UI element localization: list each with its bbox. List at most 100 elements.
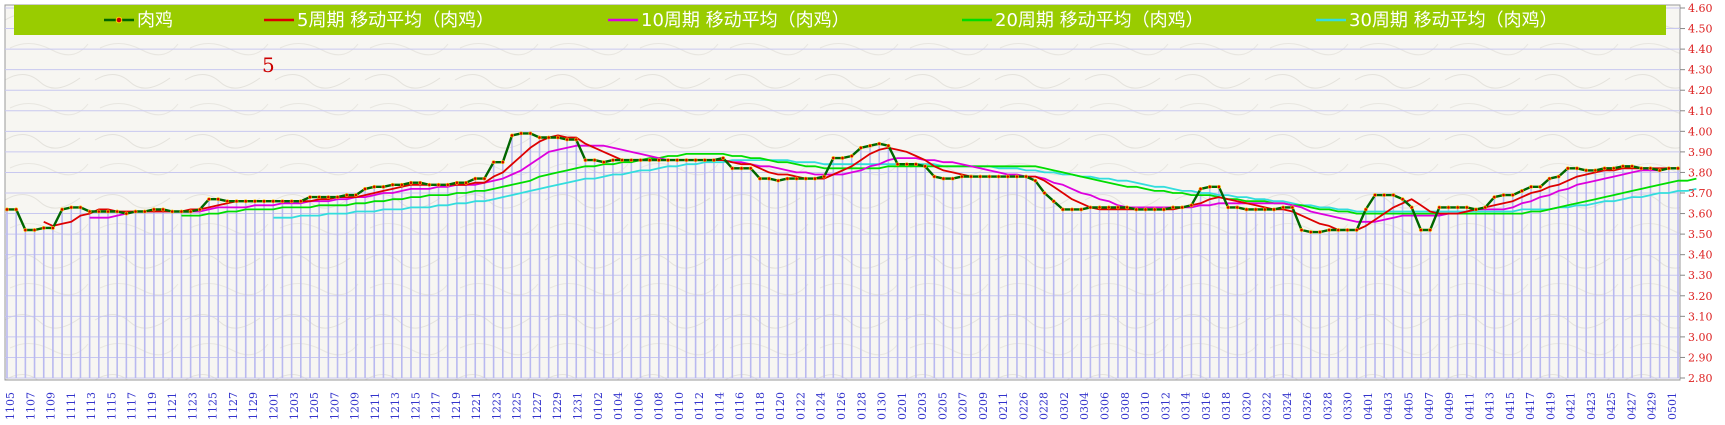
x-tick-label: 1211 (369, 392, 382, 420)
data-point (179, 209, 184, 214)
x-tick-label: 0126 (835, 392, 848, 420)
x-tick-label: 1209 (349, 392, 362, 420)
x-tick-label: 0415 (1504, 392, 1517, 420)
y-tick-label: 4.50 (1688, 23, 1713, 36)
data-point (1575, 166, 1579, 171)
x-tick-label: 1127 (227, 392, 240, 420)
data-point (1639, 166, 1644, 171)
x-tick-label: 0316 (1200, 392, 1213, 420)
data-point (776, 178, 781, 183)
data-point (1529, 184, 1533, 189)
x-tick-label: 0108 (653, 392, 666, 420)
data-point (161, 207, 165, 212)
x-tick-label: 0322 (1261, 392, 1274, 420)
data-point (895, 162, 900, 167)
data-point (877, 141, 882, 146)
data-point (491, 160, 496, 165)
data-point (133, 209, 138, 214)
x-tick-label: 0326 (1301, 392, 1314, 420)
data-point (950, 176, 955, 181)
data-point (197, 207, 202, 212)
data-point (1060, 207, 1065, 212)
data-point (454, 180, 459, 185)
x-tick-label: 1129 (247, 392, 260, 420)
data-point (1290, 205, 1295, 210)
y-tick-label: 3.30 (1688, 269, 1713, 282)
data-point (23, 228, 28, 232)
data-point (262, 199, 266, 204)
data-point (1171, 205, 1175, 210)
x-tick-label: 0413 (1484, 392, 1497, 420)
x-tick-label: 0328 (1321, 392, 1334, 420)
data-point (1134, 207, 1139, 212)
data-point (1152, 207, 1157, 212)
legend-label: 30周期 移动平均（肉鸡） (1349, 10, 1558, 31)
data-point (1336, 228, 1341, 232)
data-point (1510, 193, 1515, 197)
data-point (1042, 191, 1047, 195)
legend: 肉鸡 5周期 移动平均（肉鸡） 10周期 移动平均（肉鸡） 20周期 移动平均（肉鸡）… (14, 5, 1666, 35)
x-tick-label: 0306 (1099, 392, 1112, 420)
x-tick-label: 1215 (409, 392, 422, 420)
data-point (1648, 166, 1653, 171)
data-point (675, 158, 680, 163)
data-point (978, 174, 983, 179)
data-point (822, 174, 827, 179)
x-tick-label: 0411 (1463, 392, 1476, 420)
data-point (620, 158, 625, 163)
data-point (1455, 205, 1460, 210)
x-tick-label: 0417 (1524, 392, 1537, 420)
x-tick-label: 0116 (734, 392, 747, 420)
data-point (1299, 228, 1304, 232)
data-point (124, 211, 129, 216)
data-point (1446, 205, 1451, 210)
data-point (1015, 174, 1019, 179)
data-point (188, 209, 193, 214)
data-point (464, 180, 468, 185)
data-point (1419, 228, 1423, 232)
data-point (1492, 195, 1497, 200)
data-point (399, 182, 404, 187)
data-point (656, 158, 661, 163)
data-point (1666, 166, 1671, 171)
data-point (1253, 207, 1258, 212)
data-point (1657, 168, 1662, 173)
y-tick-label: 3.10 (1688, 310, 1713, 323)
y-tick-label: 3.00 (1688, 331, 1713, 344)
x-tick-label: 1105 (4, 392, 17, 420)
data-point (555, 135, 560, 140)
x-tick-label: 0405 (1403, 392, 1416, 420)
data-point (519, 131, 524, 136)
data-point (1262, 207, 1267, 212)
data-point (1565, 166, 1570, 171)
data-point (1373, 193, 1377, 197)
data-point (1033, 178, 1038, 183)
y-tick-label: 4.20 (1688, 84, 1713, 97)
x-tick-label: 0205 (936, 392, 949, 420)
data-point (611, 158, 615, 163)
data-point (216, 197, 221, 202)
data-point (748, 166, 753, 171)
x-tick-label: 0403 (1382, 392, 1395, 420)
data-point (767, 176, 771, 181)
data-point (904, 162, 909, 167)
data-point (5, 207, 9, 212)
data-point (739, 166, 744, 171)
data-point (757, 176, 762, 181)
data-point (803, 176, 808, 181)
x-tick-label: 0401 (1362, 392, 1375, 420)
x-tick-label: 0228 (1038, 392, 1051, 420)
data-point (298, 199, 303, 204)
data-point (234, 199, 239, 204)
x-tick-label: 0226 (1017, 392, 1030, 420)
x-tick-label: 0429 (1646, 392, 1659, 420)
x-tick-label: 0310 (1139, 392, 1152, 420)
data-point (1409, 205, 1414, 210)
data-point (1281, 205, 1286, 210)
x-tick-label: 0330 (1342, 392, 1355, 420)
data-point (932, 174, 937, 179)
data-point (647, 158, 652, 163)
data-point (1189, 203, 1194, 208)
data-point (152, 207, 156, 212)
